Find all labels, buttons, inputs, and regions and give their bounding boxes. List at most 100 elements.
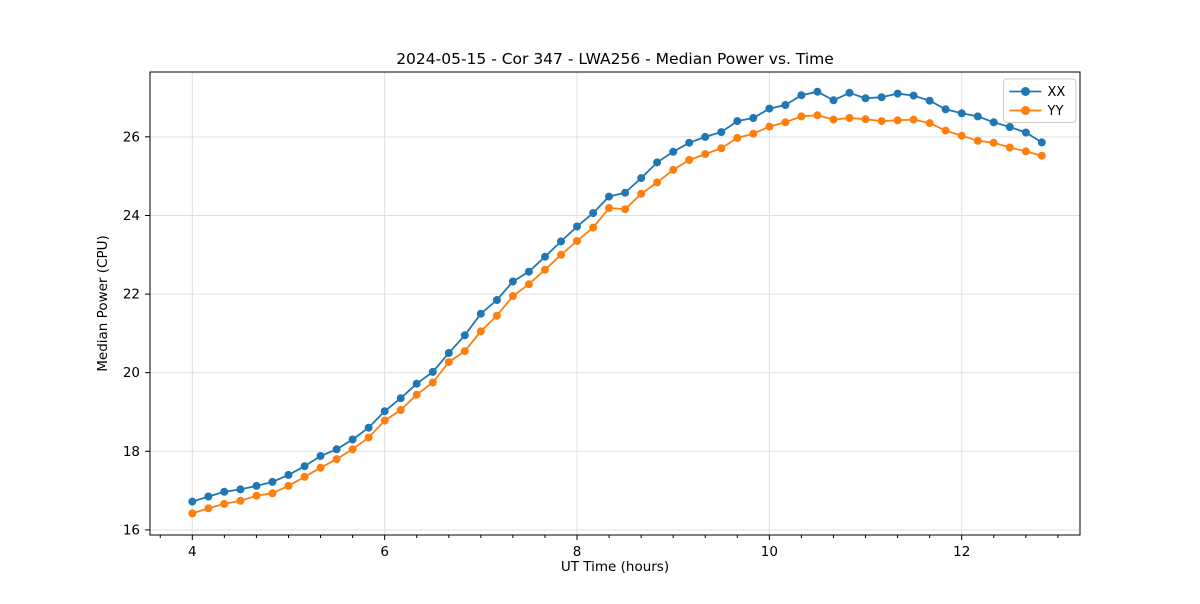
data-point-xx — [877, 93, 886, 102]
data-series-layer — [188, 87, 1046, 518]
data-point-yy — [701, 150, 710, 159]
data-point-yy — [396, 406, 405, 414]
data-point-yy — [1005, 143, 1014, 152]
data-point-yy — [781, 118, 790, 127]
data-point-yy — [1021, 147, 1030, 156]
data-point-xx — [1005, 123, 1014, 131]
data-point-xx — [557, 237, 565, 246]
data-point-yy — [236, 496, 245, 505]
x-tick-label: 12 — [953, 544, 970, 560]
x-tick-label: 4 — [188, 544, 197, 560]
data-point-xx — [845, 88, 854, 97]
data-point-xx — [476, 309, 485, 318]
data-point-xx — [957, 109, 966, 118]
data-point-xx — [460, 331, 469, 340]
data-point-yy — [957, 131, 966, 140]
data-point-xx — [669, 147, 678, 156]
data-point-xx — [925, 96, 934, 105]
data-point-xx — [989, 118, 998, 127]
axis-ticks: 4 6 8 10 12 16 18 20 22 24 26 — [123, 129, 1059, 560]
data-point-yy — [845, 114, 854, 122]
data-point-yy — [188, 509, 197, 518]
data-point-yy — [300, 472, 309, 481]
data-point-yy — [621, 205, 630, 214]
data-point-yy — [861, 115, 870, 124]
data-point-xx — [204, 492, 213, 501]
data-point-xx — [364, 423, 373, 432]
data-point-yy — [476, 327, 485, 336]
data-point-yy — [460, 347, 469, 356]
data-point-yy — [204, 504, 213, 513]
data-point-xx — [428, 367, 437, 376]
data-point-yy — [797, 112, 806, 121]
data-point-xx — [508, 277, 517, 286]
data-point-yy — [557, 250, 565, 259]
data-point-xx — [653, 158, 662, 167]
x-axis-label: UT Time (hours) — [561, 559, 669, 575]
data-point-yy — [925, 119, 934, 128]
y-tick-label: 24 — [123, 208, 140, 224]
data-point-xx — [941, 105, 950, 114]
data-point-xx — [444, 349, 453, 357]
data-point-yy — [364, 433, 373, 442]
data-point-xx — [524, 267, 533, 276]
data-point-yy — [717, 144, 726, 153]
data-point-xx — [733, 117, 742, 126]
data-point-yy — [989, 138, 998, 147]
data-point-xx — [637, 174, 646, 183]
data-point-yy — [893, 116, 902, 125]
data-point-yy — [508, 292, 517, 300]
data-point-xx — [749, 114, 758, 122]
data-point-xx — [332, 445, 341, 454]
x-tick-label: 10 — [761, 544, 778, 560]
legend-label-yy: YY — [1047, 104, 1064, 119]
data-point-yy — [541, 265, 549, 274]
data-point-xx — [813, 87, 822, 96]
legend: XX YY — [1003, 78, 1077, 123]
data-point-yy — [973, 136, 982, 145]
data-point-xx — [589, 209, 598, 218]
data-point-yy — [733, 134, 742, 142]
data-point-yy — [749, 129, 758, 138]
series-line-xx — [192, 90, 1043, 503]
data-point-yy — [765, 122, 774, 131]
chart-title: 2024-05-15 - Cor 347 - LWA256 - Median P… — [396, 50, 834, 68]
data-point-yy — [268, 489, 277, 498]
data-point-xx — [220, 487, 229, 496]
data-point-yy — [1037, 151, 1046, 160]
data-point-yy — [941, 126, 950, 135]
y-tick-label: 18 — [123, 444, 140, 460]
data-point-xx — [797, 91, 806, 100]
data-point-xx — [573, 222, 581, 231]
data-point-yy — [492, 311, 501, 320]
data-point-yy — [332, 455, 341, 464]
data-point-yy — [637, 189, 646, 198]
data-point-xx — [300, 462, 309, 471]
data-point-yy — [524, 280, 533, 289]
data-point-xx — [685, 138, 694, 147]
y-axis-label: Median Power (CPU) — [95, 235, 111, 371]
data-point-yy — [813, 111, 822, 120]
data-point-xx — [348, 435, 357, 444]
legend-marker — [1021, 87, 1030, 96]
x-tick-label: 6 — [380, 544, 389, 560]
legend-marker — [1021, 106, 1030, 115]
data-point-xx — [396, 394, 405, 403]
data-point-xx — [861, 94, 870, 103]
data-point-xx — [268, 477, 277, 486]
data-point-xx — [380, 407, 389, 416]
data-point-xx — [717, 128, 726, 137]
data-point-yy — [412, 390, 421, 399]
data-point-xx — [621, 188, 630, 197]
x-tick-label: 8 — [573, 544, 582, 560]
data-point-yy — [685, 156, 694, 164]
y-tick-label: 26 — [123, 129, 140, 145]
legend-label-xx: XX — [1048, 85, 1066, 100]
data-point-yy — [284, 481, 293, 490]
data-point-yy — [316, 463, 325, 472]
data-point-yy — [348, 445, 357, 454]
data-point-xx — [188, 497, 197, 506]
data-point-yy — [252, 491, 261, 500]
